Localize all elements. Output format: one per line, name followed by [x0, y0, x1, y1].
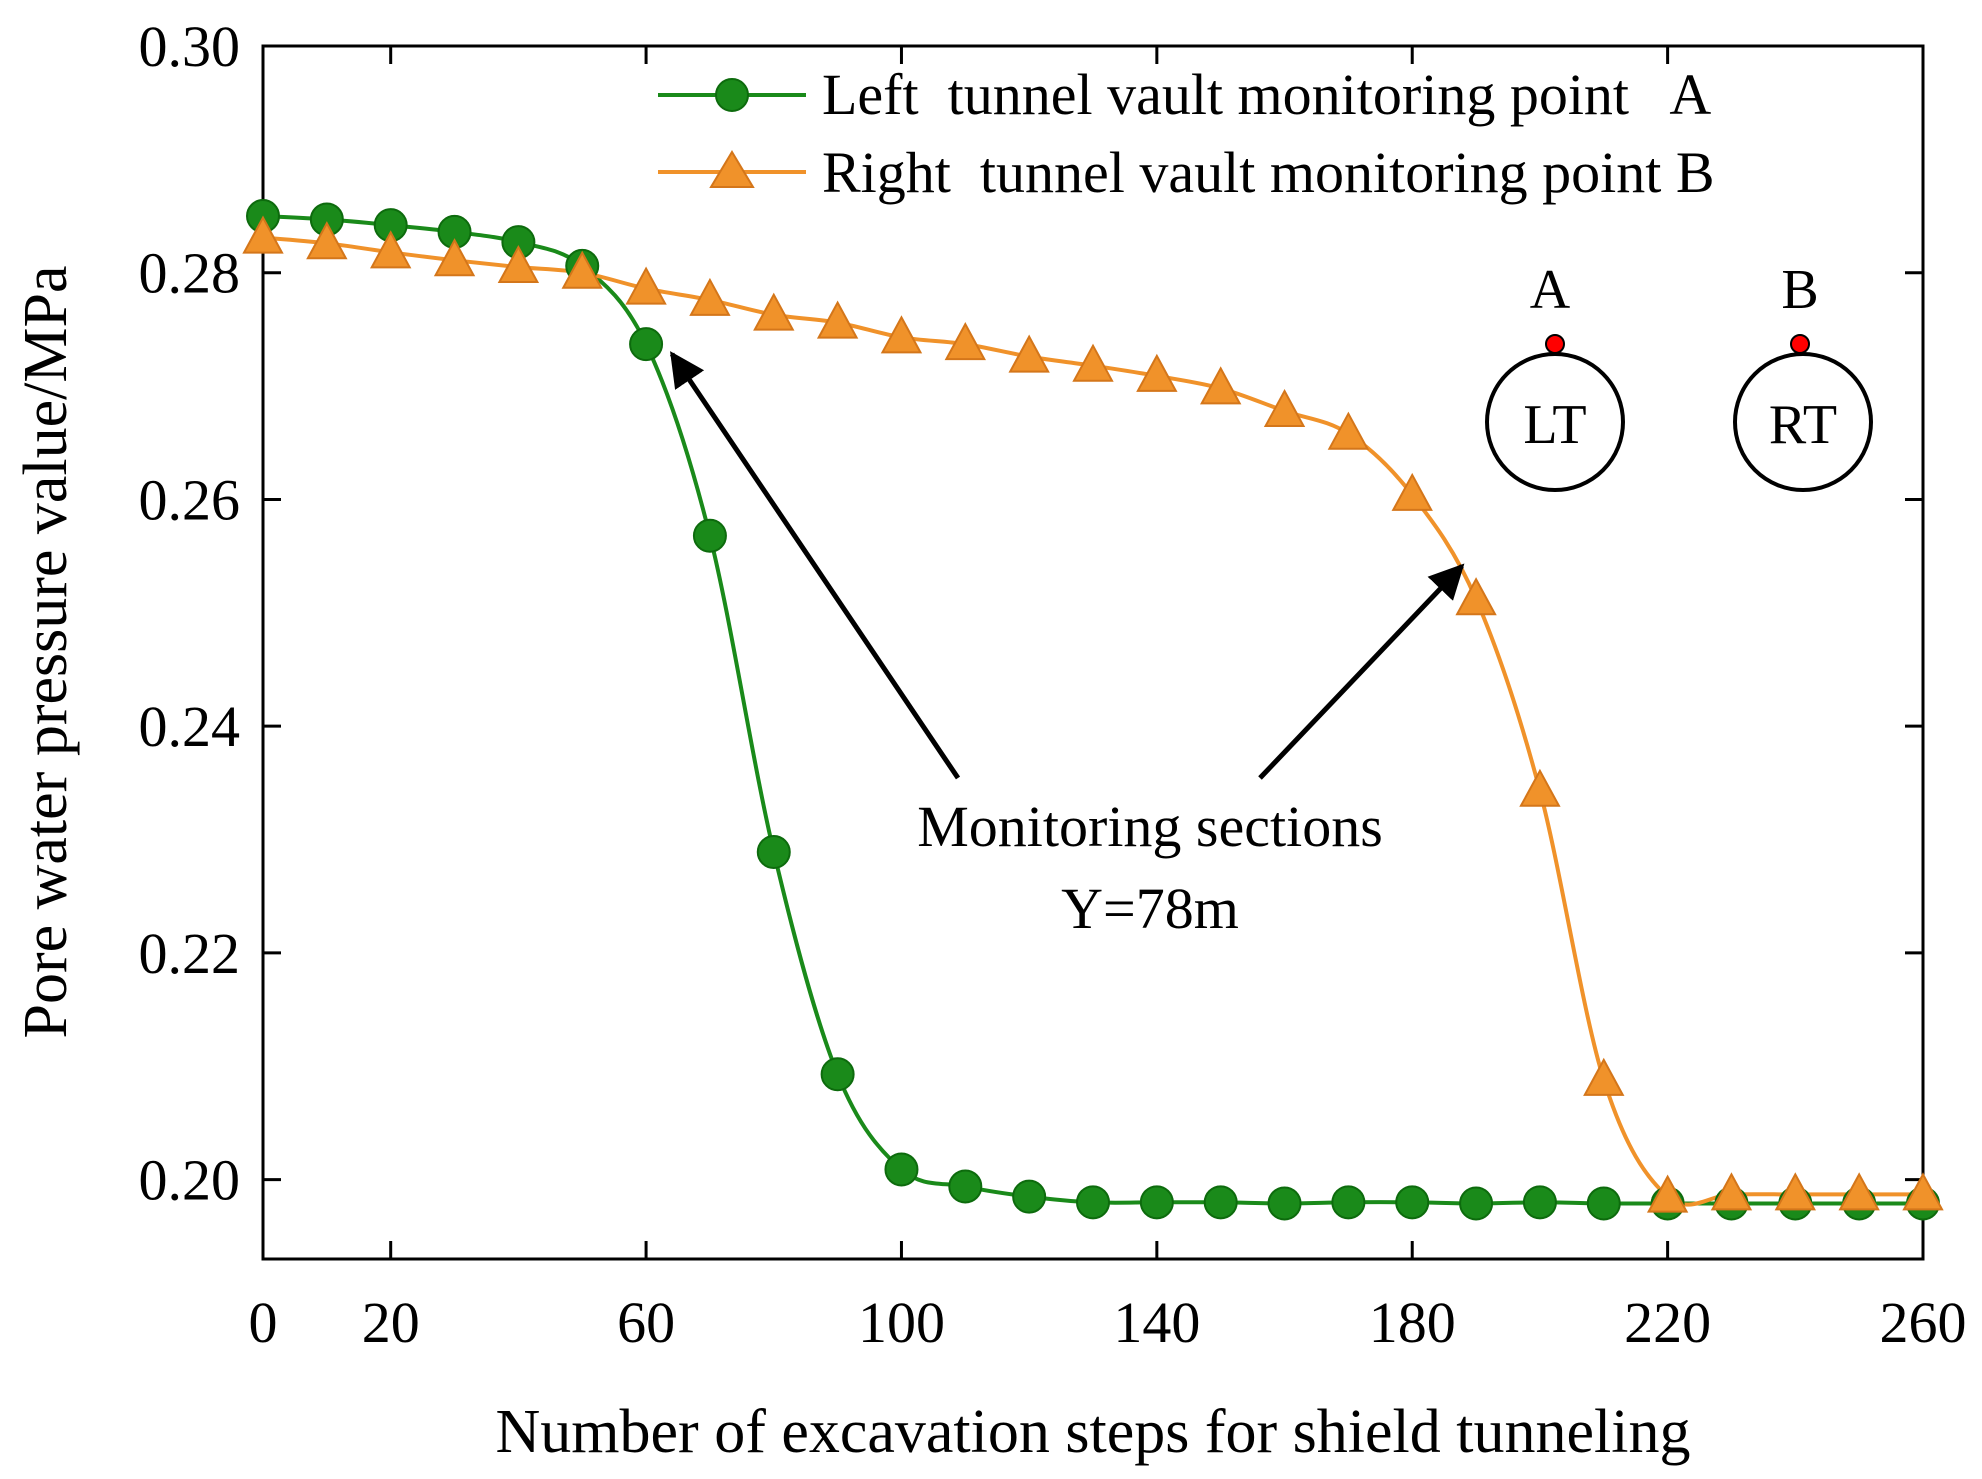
series-a-point-6 [629, 327, 664, 362]
y-tick-label-1: 0.22 [139, 921, 241, 986]
series-b-point-6 [625, 266, 667, 305]
x-tick-label-7: 260 [1880, 1290, 1967, 1355]
series-b-point-23 [1710, 1172, 1753, 1211]
series-a-point-7 [692, 518, 727, 553]
series-a-point-19 [1459, 1186, 1494, 1221]
series-a-point-8 [756, 835, 791, 870]
series-b-point-1 [306, 221, 348, 260]
y-tick-labels: 0.20 0.22 0.24 0.26 0.28 0.30 [139, 14, 241, 1213]
series-b-point-3 [433, 238, 476, 277]
series-a-point-15 [1203, 1185, 1238, 1220]
x-tick-label-0: 0 [249, 1290, 278, 1355]
series-b-point-19 [1455, 577, 1497, 616]
legend-label-b: Right tunnel vault monitoring point B [822, 140, 1715, 205]
plot-area-frame [261, 44, 1925, 1261]
legend-label-a: Left tunnel vault monitoring point A [822, 62, 1711, 127]
y-axis-label: Pore water pressure value/MPa [12, 265, 80, 1038]
series-a-point-10 [884, 1152, 919, 1187]
series-b-point-15 [1200, 366, 1242, 405]
series-layer [242, 199, 1944, 1221]
right-tunnel-circle [1733, 352, 1873, 492]
series-b-point-12 [1008, 334, 1050, 373]
x-tick-label-5: 180 [1369, 1290, 1456, 1355]
series-b-point-24 [1774, 1172, 1816, 1211]
y-tick-label-2: 0.24 [139, 694, 241, 759]
annotation: Monitoring sections Y=78m [669, 351, 1465, 941]
x-tick-label-4: 140 [1113, 1290, 1200, 1355]
legend: Left tunnel vault monitoring point A Rig… [658, 62, 1715, 205]
y-tick-label-3: 0.26 [139, 467, 241, 532]
y-tick-label-5: 0.30 [139, 14, 241, 79]
monitor-dot-a [1545, 334, 1565, 354]
series-b-point-4 [497, 244, 540, 284]
monitor-dot-b [1790, 334, 1810, 354]
series-b-line [262, 235, 1923, 1207]
x-tick-label-3: 100 [858, 1290, 945, 1355]
series-b-point-2 [370, 230, 412, 269]
series-a-point-9 [820, 1057, 855, 1092]
series-a-point-13 [1076, 1185, 1110, 1220]
series-a-point-12 [1012, 1179, 1047, 1214]
series-b-point-25 [1838, 1172, 1880, 1211]
inset-tunnel-label-lt: LT [1523, 394, 1586, 456]
series-b-point-0 [242, 215, 284, 254]
series-b-point-18 [1391, 472, 1433, 511]
series-a-point-11 [948, 1169, 983, 1204]
axis-ticks [261, 44, 1925, 1259]
annotation-arrow-a [669, 351, 961, 780]
annotation-arrow-b [1258, 563, 1465, 780]
series-b-point-14 [1136, 353, 1178, 392]
series-b-point-22 [1646, 1174, 1689, 1213]
series-a-point-20 [1522, 1185, 1557, 1220]
series-b-point-26 [1902, 1172, 1944, 1211]
x-tick-label-2: 60 [617, 1290, 675, 1355]
series-b-point-8 [753, 292, 795, 331]
series-b-point-10 [880, 315, 923, 354]
series-b-point-7 [689, 277, 731, 316]
legend-marker-b [709, 150, 755, 188]
series-b-point-20 [1519, 768, 1561, 807]
inset-point-label-a: A [1530, 259, 1571, 321]
x-tick-label-1: 20 [362, 1290, 420, 1355]
series-a-point-17 [1331, 1185, 1366, 1220]
series-b-point-9 [816, 300, 859, 339]
series-a-point-18 [1395, 1185, 1430, 1220]
series-b-point-5 [561, 250, 603, 289]
series-b-point-17 [1327, 411, 1370, 450]
series-b-point-13 [1072, 343, 1114, 382]
inset-tunnel-label-rt: RT [1769, 394, 1837, 456]
series-b-point-16 [1263, 388, 1306, 428]
series-b-point-11 [944, 322, 986, 361]
series-a-point-21 [1586, 1186, 1621, 1221]
annotation-text-line2: Y=78m [1061, 876, 1239, 941]
x-tick-label-6: 220 [1624, 1290, 1711, 1355]
legend-marker-a [715, 78, 749, 112]
x-axis-label: Number of excavation steps for shield tu… [496, 1398, 1691, 1466]
series-a-point-14 [1139, 1185, 1174, 1220]
annotation-text-line1: Monitoring sections [917, 794, 1383, 859]
series-b-point-21 [1583, 1057, 1625, 1096]
y-tick-label-4: 0.28 [139, 241, 241, 306]
inset-point-label-b: B [1781, 259, 1818, 321]
y-tick-label-0: 0.20 [139, 1148, 241, 1213]
tunnel-inset: A LT B RT [1485, 259, 1873, 492]
x-tick-labels: 0 20 60 100 140 180 220 260 [249, 1290, 1967, 1355]
series-a-point-16 [1267, 1186, 1302, 1221]
